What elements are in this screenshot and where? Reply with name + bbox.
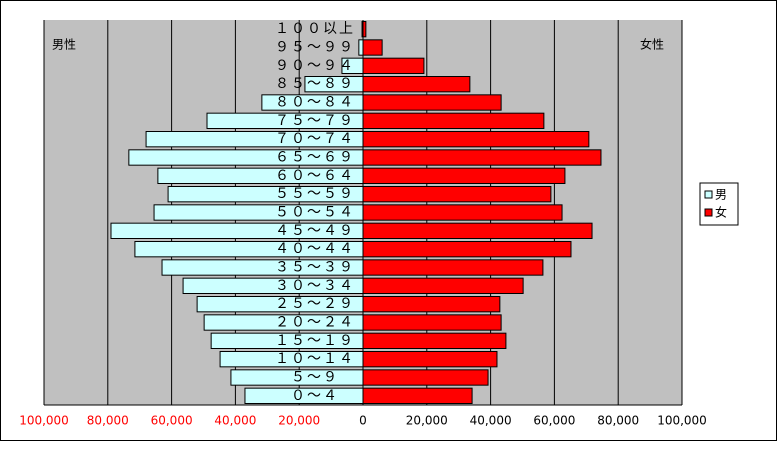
x-tick-label: 60,000 xyxy=(533,414,575,428)
category-label: ５０～５４ xyxy=(275,205,355,221)
side-label: 女性 xyxy=(640,37,664,52)
category-label: ７０～７４ xyxy=(275,131,355,147)
bar xyxy=(362,39,383,56)
category-label: ４５～４９ xyxy=(275,223,355,239)
bar xyxy=(362,241,572,258)
legend-swatch xyxy=(704,208,713,217)
bar xyxy=(362,259,544,276)
category-label: ４０～４４ xyxy=(275,241,355,257)
x-tick-label: 100,000 xyxy=(19,414,69,428)
category-label: ８０～８４ xyxy=(275,95,355,111)
category-label: ２０～２４ xyxy=(275,315,355,331)
legend-box xyxy=(699,182,739,226)
bar xyxy=(362,57,425,75)
x-tick-label: 60,000 xyxy=(151,414,193,428)
legend-label: 女 xyxy=(715,205,727,220)
x-tick-label: 80,000 xyxy=(87,414,129,428)
legend-swatch xyxy=(704,190,713,199)
bar xyxy=(362,94,502,111)
x-tick-label: 100,000 xyxy=(657,414,707,428)
x-tick-label: 20,000 xyxy=(278,414,320,428)
category-label: ８５～８９ xyxy=(275,76,355,92)
bar xyxy=(362,149,602,166)
bar xyxy=(362,387,473,404)
side-label: 男性 xyxy=(52,38,76,52)
category-label: ３０～３４ xyxy=(275,278,355,294)
category-label: ７５～７９ xyxy=(275,113,355,129)
bar xyxy=(358,39,364,56)
bar xyxy=(362,186,552,203)
category-label: ０～４ xyxy=(291,388,339,404)
x-tick-label: 80,000 xyxy=(597,414,639,428)
category-label: ２５～２９ xyxy=(275,296,355,312)
bar xyxy=(362,369,489,386)
category-label: １０～１４ xyxy=(275,351,355,367)
category-label: ９５～９９ xyxy=(275,40,355,56)
x-tick-label: 40,000 xyxy=(214,414,256,428)
bar xyxy=(362,21,367,38)
category-label: ６５～６９ xyxy=(275,150,355,166)
bar xyxy=(362,314,502,331)
category-label: １００以上 xyxy=(275,21,355,37)
bar xyxy=(362,296,501,313)
bar xyxy=(362,222,593,240)
category-label: ３５～３９ xyxy=(275,260,355,276)
category-label: ５～９ xyxy=(291,370,339,386)
bar xyxy=(362,112,545,129)
category-label: ５５～５９ xyxy=(275,186,355,202)
bar xyxy=(362,277,524,294)
category-label: ９０～９４ xyxy=(275,58,355,74)
x-tick-label: 0 xyxy=(359,414,367,428)
bar xyxy=(362,167,566,185)
bar xyxy=(362,204,563,221)
bar xyxy=(362,351,498,368)
bar xyxy=(362,76,471,93)
x-tick-label: 20,000 xyxy=(406,414,448,428)
bar xyxy=(362,332,507,349)
category-label: ６０～６４ xyxy=(275,168,355,184)
legend-label: 男 xyxy=(715,188,727,202)
category-label: １５～１９ xyxy=(275,333,355,349)
bar xyxy=(362,131,590,148)
x-tick-label: 40,000 xyxy=(470,414,512,428)
